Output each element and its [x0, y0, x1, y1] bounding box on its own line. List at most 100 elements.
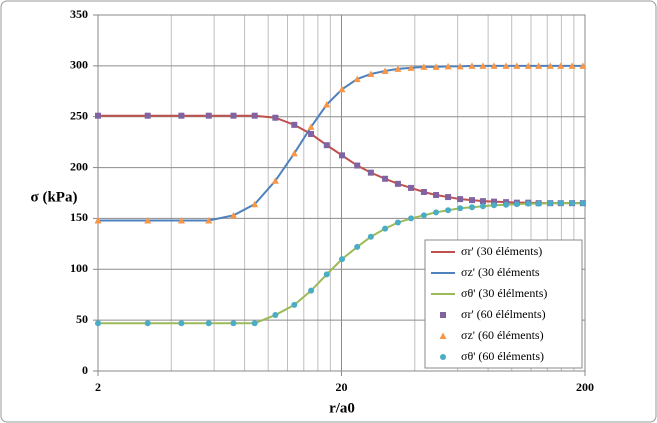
data-point: [456, 62, 464, 70]
data-point: [205, 320, 212, 327]
data-point: [513, 201, 520, 208]
x-tick-label: 20: [336, 380, 348, 394]
legend-label: σr' (30 éléments): [461, 244, 542, 258]
legend-label: σθ' (30 élélments): [461, 286, 547, 300]
data-point: [394, 219, 401, 226]
legend-swatch: [439, 332, 447, 339]
data-point: [535, 62, 543, 69]
data-point: [491, 202, 498, 209]
data-point: [177, 216, 185, 224]
data-point: [394, 65, 402, 72]
data-point: [229, 211, 237, 219]
legend: σr' (30 éléments) σz' (30 éléments σθ' (30…: [424, 239, 583, 369]
y-tick-label: 300: [70, 58, 88, 72]
data-point: [546, 62, 554, 69]
data-point: [353, 75, 361, 83]
data-point: [144, 320, 151, 327]
data-point: [230, 112, 237, 119]
data-point: [394, 180, 401, 187]
y-tick-label: 350: [70, 7, 88, 21]
data-point: [95, 320, 101, 327]
data-point: [290, 149, 298, 157]
data-point: [503, 201, 510, 208]
data-point: [569, 200, 576, 207]
data-point: [144, 216, 152, 224]
x-axis-label: r/a0: [329, 400, 355, 416]
data-point: [479, 203, 486, 210]
data-point: [479, 198, 486, 205]
y-tick-label: 0: [82, 363, 88, 377]
data-point: [579, 62, 587, 69]
y-tick-label: 150: [70, 210, 88, 224]
data-point: [251, 200, 259, 208]
data-point: [568, 62, 576, 69]
data-point: [323, 271, 330, 278]
data-point: [382, 175, 389, 182]
data-point: [367, 233, 374, 240]
y-tick-label: 100: [70, 261, 88, 275]
y-tick-label: 250: [70, 108, 88, 122]
legend-label: σθ' (60 éléments): [461, 349, 544, 363]
data-point: [339, 152, 346, 159]
legend-swatch: [440, 312, 446, 318]
data-point: [525, 200, 532, 207]
data-point: [513, 62, 521, 69]
data-point: [433, 209, 440, 216]
data-point: [178, 112, 185, 119]
data-point: [444, 62, 452, 70]
data-point: [490, 62, 498, 69]
data-point: [307, 123, 315, 130]
data-point: [251, 112, 258, 119]
data-point: [468, 204, 475, 211]
data-point: [323, 142, 330, 149]
data-point: [407, 64, 415, 71]
data-point: [367, 169, 374, 176]
data-point: [408, 215, 415, 222]
data-point: [354, 162, 361, 169]
data-point: [433, 192, 440, 199]
data-point: [94, 216, 102, 224]
data-point: [251, 320, 258, 327]
data-point: [144, 112, 151, 119]
data-point: [579, 200, 586, 207]
data-point: [272, 312, 279, 319]
data-point: [271, 177, 279, 184]
data-point: [479, 62, 487, 69]
legend-box: [424, 239, 583, 369]
data-point: [272, 114, 279, 121]
data-point: [557, 62, 565, 69]
data-point: [468, 62, 476, 69]
data-point: [308, 287, 315, 294]
data-point: [339, 256, 346, 263]
data-point: [323, 101, 331, 108]
y-axis-label: σ (kPa): [31, 189, 78, 205]
data-point: [230, 320, 237, 327]
data-point: [95, 112, 101, 119]
data-point: [432, 63, 440, 70]
plot-frame: [97, 14, 586, 372]
data-point: [308, 131, 315, 138]
data-point: [420, 212, 427, 219]
data-point: [205, 112, 212, 119]
data-point: [420, 63, 428, 70]
data-point: [557, 200, 564, 207]
data-point: [457, 205, 464, 212]
data-point: [468, 197, 475, 204]
data-point: [354, 243, 361, 250]
legend-label: σz' (60 éléments): [461, 328, 544, 342]
data-point: [408, 184, 415, 191]
data-point: [524, 62, 532, 69]
data-point: [502, 62, 510, 69]
data-point: [445, 207, 452, 214]
legend-label: σz' (30 éléments: [461, 265, 540, 279]
data-point: [547, 200, 554, 207]
data-point: [535, 200, 542, 207]
data-point: [291, 301, 298, 308]
data-point: [457, 196, 464, 203]
data-point: [381, 67, 389, 74]
y-tick-label: 200: [70, 159, 88, 173]
data-point: [178, 320, 185, 327]
data-point: [420, 188, 427, 195]
data-point: [491, 198, 498, 205]
